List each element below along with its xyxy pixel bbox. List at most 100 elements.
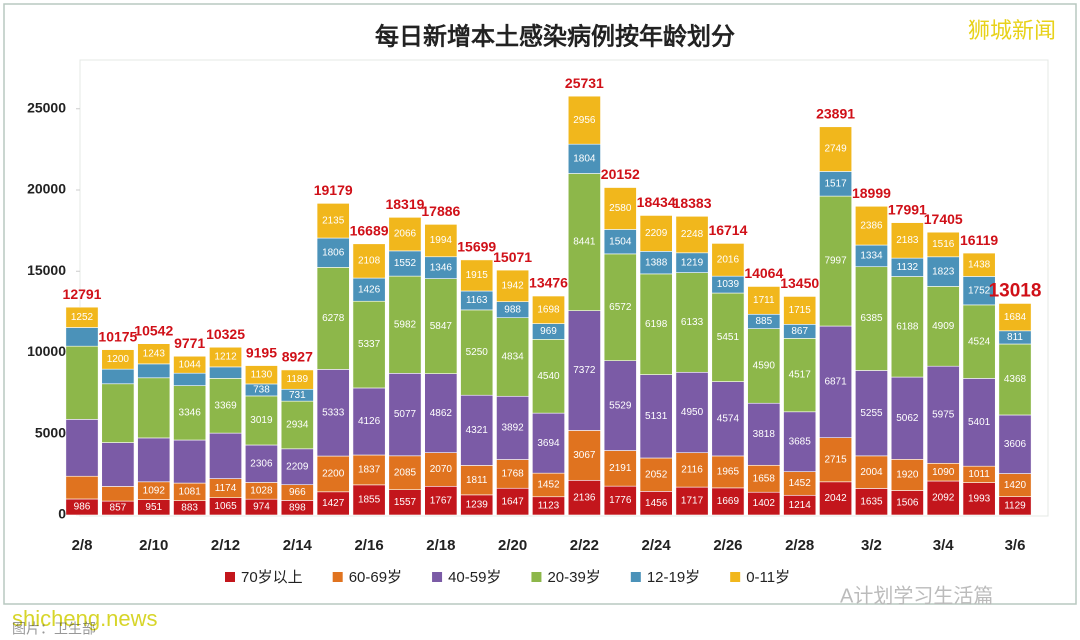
bar-segment [209, 378, 242, 434]
data-label: 1517 [824, 178, 847, 189]
total-label: 10542 [134, 322, 173, 338]
bar-segment [424, 224, 458, 258]
bar-segment [603, 450, 637, 487]
data-label: 4540 [537, 371, 560, 382]
bar-segment [101, 349, 135, 370]
data-label: 4517 [789, 370, 812, 381]
data-label: 1174 [215, 483, 237, 494]
data-label: 5131 [645, 411, 668, 422]
legend-swatch [332, 572, 343, 582]
data-label: 3685 [789, 436, 812, 447]
data-label: 2085 [394, 467, 417, 478]
total-label: 17405 [924, 211, 963, 227]
data-label: 1129 [1004, 500, 1026, 511]
data-label: 885 [755, 316, 772, 327]
total-label: 16119 [960, 232, 998, 248]
data-label: 966 [289, 487, 306, 498]
bar-segment [424, 452, 458, 487]
bar-segment [496, 487, 530, 516]
total-label: 23891 [816, 105, 855, 121]
bar-segment [101, 442, 135, 487]
data-label: 1452 [789, 478, 812, 489]
bar-segment [567, 310, 601, 431]
data-label: 6572 [609, 302, 632, 313]
data-label: 7997 [824, 256, 847, 267]
bar-segment [352, 300, 386, 389]
bar-segment [567, 95, 601, 145]
data-label: 2066 [394, 229, 417, 240]
legend-label: 70岁以上 [241, 569, 303, 586]
data-label: 3892 [501, 423, 524, 434]
data-label: 1717 [681, 496, 704, 507]
data-label: 2715 [824, 454, 847, 465]
data-label: 5255 [860, 408, 883, 419]
data-label: 4950 [681, 407, 704, 418]
bar-segment [352, 387, 386, 456]
bar-segment [890, 276, 924, 378]
bar-segment [137, 437, 171, 483]
total-label: 18999 [852, 185, 891, 201]
data-label: 2191 [609, 463, 632, 474]
data-label: 1219 [681, 257, 704, 268]
data-label: 1252 [71, 312, 94, 323]
total-label: 17991 [888, 201, 927, 217]
data-label: 6198 [645, 319, 668, 330]
bar-segment [926, 256, 960, 287]
x-tick-label: 3/4 [933, 537, 955, 554]
bar-segment [280, 369, 314, 390]
total-label: 10325 [206, 326, 245, 342]
data-label: 1239 [466, 500, 489, 511]
data-label: 4862 [430, 408, 453, 419]
bar-segment [783, 338, 817, 413]
data-label: 1506 [896, 497, 919, 508]
bar-segment [855, 205, 888, 246]
bar-segment [460, 394, 494, 466]
bar-segment [603, 253, 637, 361]
bar-segment [532, 339, 565, 414]
data-label: 5401 [968, 417, 991, 428]
data-label: 1776 [609, 495, 632, 506]
data-label: 3019 [250, 415, 273, 426]
bar-segment [819, 437, 853, 483]
data-label: 1804 [573, 153, 596, 164]
legend-label: 0-11岁 [746, 569, 790, 586]
bar-segment [244, 395, 278, 446]
data-label: 8441 [573, 237, 596, 248]
bar-segment [711, 292, 745, 382]
data-label: 2209 [286, 461, 309, 472]
bar-segment [532, 412, 565, 474]
data-label: 5077 [394, 409, 417, 420]
data-label: 1130 [251, 369, 273, 380]
bar-segment [101, 368, 135, 385]
data-label: 898 [289, 502, 306, 513]
data-label: 2580 [609, 203, 632, 214]
bar-segment [639, 273, 673, 375]
legend-swatch [630, 572, 641, 582]
bar-segment [675, 215, 709, 254]
bar-segment [926, 231, 960, 258]
data-label: 1516 [932, 239, 955, 250]
bar-segment [424, 373, 458, 453]
bar-segment [424, 278, 458, 374]
legend-label: 12-19岁 [647, 569, 700, 586]
bar-segment [998, 303, 1032, 332]
total-label: 13018 [989, 280, 1042, 301]
data-label: 731 [289, 390, 306, 401]
data-label: 1011 [968, 469, 990, 480]
data-label: 2306 [250, 458, 273, 469]
x-tick-label: 2/10 [139, 537, 168, 554]
total-label: 8927 [282, 349, 313, 365]
data-label: 2956 [573, 115, 596, 126]
data-label: 1752 [968, 285, 991, 296]
bar-segment [926, 365, 960, 464]
bar-segment [460, 259, 494, 292]
data-label: 1438 [968, 259, 991, 270]
data-label: 1658 [753, 473, 776, 484]
total-label: 13476 [529, 275, 568, 291]
y-tick-label: 20000 [27, 181, 66, 197]
data-label: 738 [253, 385, 270, 396]
y-tick-label: 15000 [27, 262, 66, 278]
bar-segment [460, 465, 494, 496]
bar-segment [388, 217, 422, 252]
